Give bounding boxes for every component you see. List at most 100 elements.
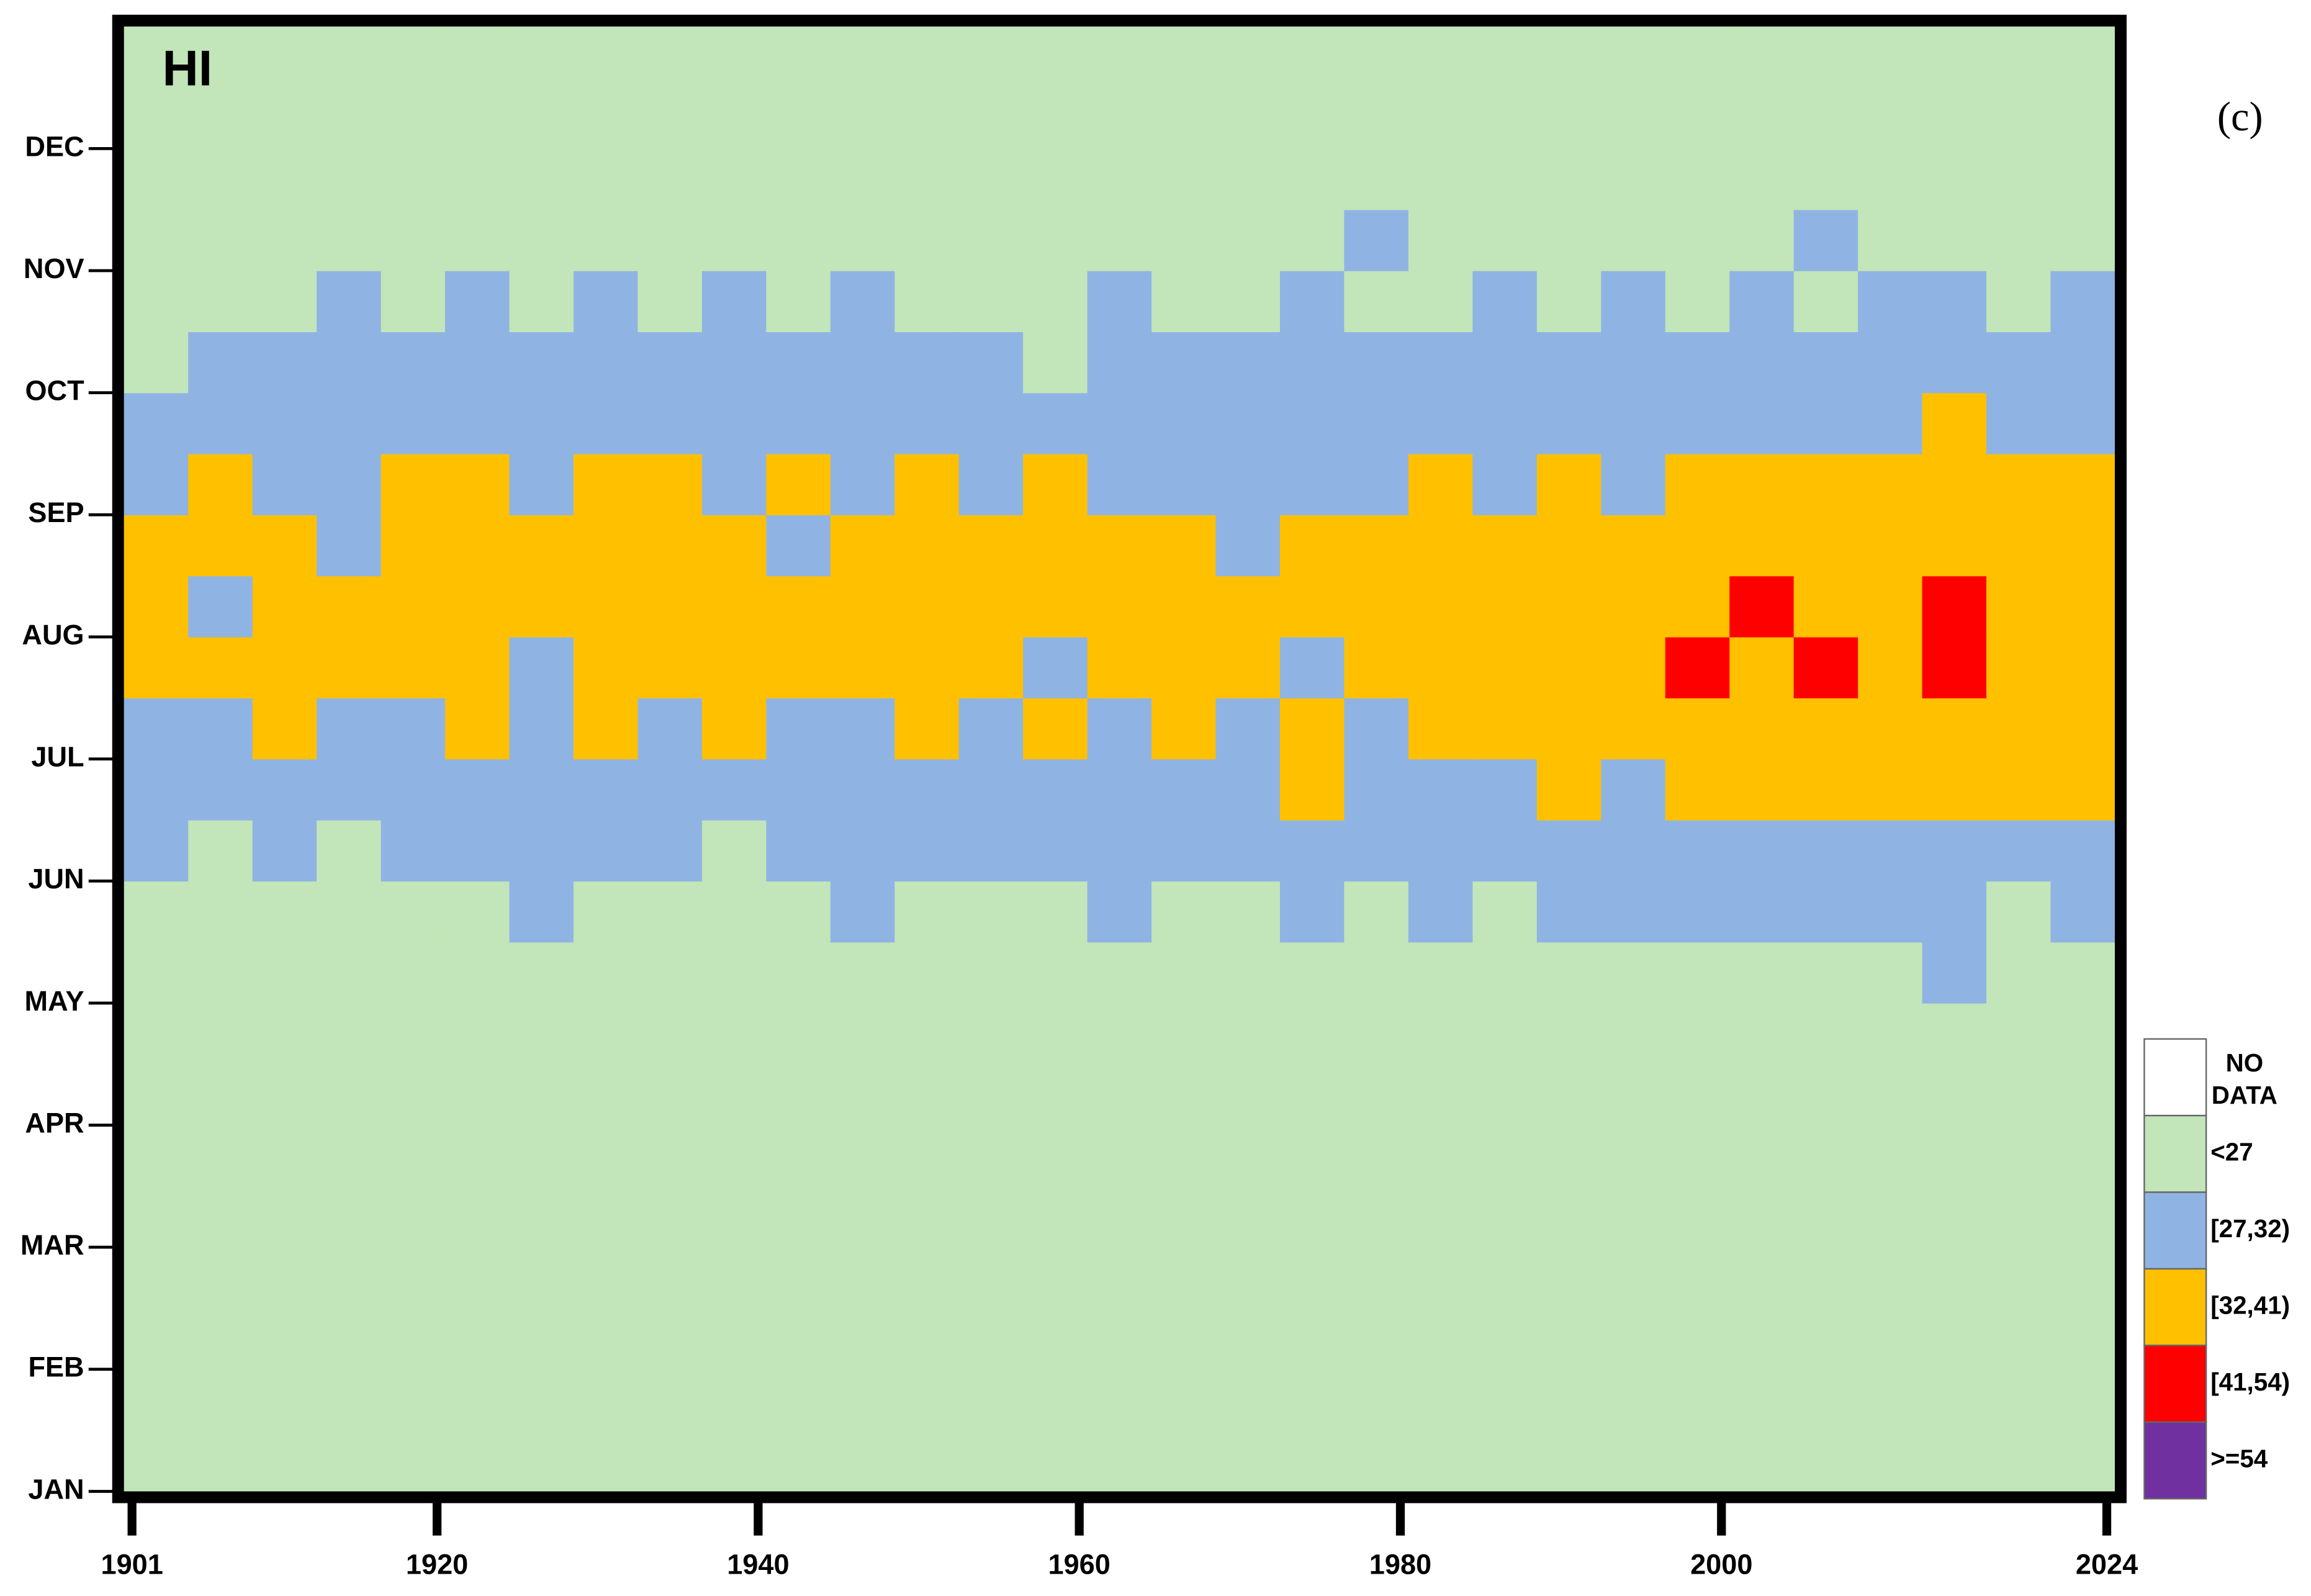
heatmap-cell: [766, 453, 831, 516]
heatmap-cell: [1408, 942, 1474, 1004]
heatmap-cell: [1922, 271, 1987, 333]
heatmap-cell: [509, 636, 574, 698]
heatmap-cell: [509, 331, 574, 394]
heatmap-cell: [1793, 759, 1858, 821]
heatmap-cells: [124, 26, 2115, 1492]
y-tick-label: FEB: [28, 1351, 84, 1383]
heatmap-cell: [1472, 759, 1538, 821]
heatmap-cell: [830, 453, 895, 516]
heatmap-cell: [958, 1308, 1024, 1370]
legend-swatch: [2143, 1114, 2207, 1193]
heatmap-cell: [317, 1369, 382, 1431]
heatmap-cell: [573, 209, 639, 271]
heatmap-cell: [1344, 88, 1409, 150]
heatmap-cell: [124, 1186, 189, 1248]
heatmap-cell: [1601, 1186, 1666, 1248]
heatmap-cell: [252, 1308, 317, 1370]
heatmap-cell: [2050, 1003, 2115, 1065]
heatmap-cell: [1215, 1430, 1281, 1492]
heatmap-cell: [1858, 1247, 1923, 1309]
heatmap-cell: [1087, 453, 1152, 516]
heatmap-cell: [252, 1003, 317, 1065]
heatmap-cell: [1023, 881, 1088, 943]
heatmap-cell: [830, 1430, 895, 1492]
heatmap-cell: [1536, 1125, 1601, 1187]
heatmap-cell: [1922, 1064, 1987, 1126]
heatmap-cell: [1922, 26, 1987, 88]
heatmap-cell: [1151, 1430, 1217, 1492]
x-tick-label: 2000: [1690, 1548, 1752, 1580]
heatmap-cell: [1601, 1125, 1666, 1187]
heatmap-cell: [1536, 515, 1601, 577]
heatmap-cell: [1023, 88, 1088, 150]
heatmap-cell: [1922, 575, 1987, 638]
heatmap-cell: [1793, 26, 1858, 88]
heatmap-cell: [1344, 515, 1409, 577]
heatmap-cell: [958, 148, 1024, 210]
heatmap-cell: [701, 1369, 767, 1431]
heatmap-cell: [124, 1369, 189, 1431]
heatmap-cell: [509, 1369, 574, 1431]
heatmap-cell: [766, 698, 831, 760]
heatmap-cell: [2050, 271, 2115, 333]
heatmap-cell: [381, 515, 446, 577]
heatmap-cell: [1408, 636, 1474, 698]
heatmap-cell: [381, 1125, 446, 1187]
heatmap-cell: [1986, 698, 2052, 760]
heatmap-cell: [830, 1247, 895, 1309]
heatmap-cell: [1408, 698, 1474, 760]
heatmap-cell: [766, 1369, 831, 1431]
heatmap-cell: [252, 1430, 317, 1492]
heatmap-cell: [509, 698, 574, 760]
heatmap-cell: [766, 881, 831, 943]
heatmap-cell: [1279, 26, 1345, 88]
heatmap-cell: [509, 271, 574, 333]
heatmap-cell: [1408, 88, 1474, 150]
heatmap-cell: [1729, 392, 1795, 454]
heatmap-cell: [1986, 819, 2052, 881]
heatmap-cell: [766, 1003, 831, 1065]
heatmap-cell: [188, 1247, 253, 1309]
heatmap-cell: [445, 515, 510, 577]
heatmap-cell: [509, 148, 574, 210]
heatmap-cell: [894, 1430, 960, 1492]
heatmap-cell: [1408, 331, 1474, 394]
heatmap-cell: [1087, 881, 1152, 943]
heatmap-cell: [701, 209, 767, 271]
heatmap-cell: [894, 1369, 960, 1431]
heatmap-cell: [1279, 698, 1345, 760]
heatmap-cell: [1665, 148, 1730, 210]
heatmap-cell: [1215, 942, 1281, 1004]
heatmap-cell: [1023, 698, 1088, 760]
heatmap-cell: [1858, 1308, 1923, 1370]
y-tick-label: NOV: [24, 253, 84, 284]
heatmap-cell: [188, 1064, 253, 1126]
heatmap-cell: [1215, 881, 1281, 943]
heatmap-cell: [1601, 515, 1666, 577]
heatmap-cell: [509, 392, 574, 454]
heatmap-cell: [317, 575, 382, 638]
heatmap-cell: [1408, 1064, 1474, 1126]
heatmap-cell: [1472, 636, 1538, 698]
y-tick-label: SEP: [28, 497, 84, 528]
heatmap-cell: [1601, 148, 1666, 210]
heatmap-cell: [509, 759, 574, 821]
heatmap-cell: [188, 209, 253, 271]
heatmap-cell: [1215, 1369, 1281, 1431]
heatmap-cell: [894, 881, 960, 943]
heatmap-cell: [1215, 1125, 1281, 1187]
heatmap-cell: [124, 453, 189, 516]
heatmap-cell: [317, 1308, 382, 1370]
x-tick-label: 1920: [406, 1548, 468, 1580]
heatmap-cell: [1023, 1125, 1088, 1187]
heatmap-cell: [1151, 88, 1217, 150]
heatmap-cell: [1601, 453, 1666, 516]
heatmap-cell: [1986, 331, 2052, 394]
y-tick-label: AUG: [22, 619, 84, 651]
heatmap-cell: [1408, 1125, 1474, 1187]
heatmap-cell: [317, 209, 382, 271]
legend-label: <27: [2210, 1137, 2253, 1166]
heatmap-cell: [1601, 575, 1666, 638]
heatmap-cell: [830, 1003, 895, 1065]
heatmap-cell: [1151, 26, 1217, 88]
